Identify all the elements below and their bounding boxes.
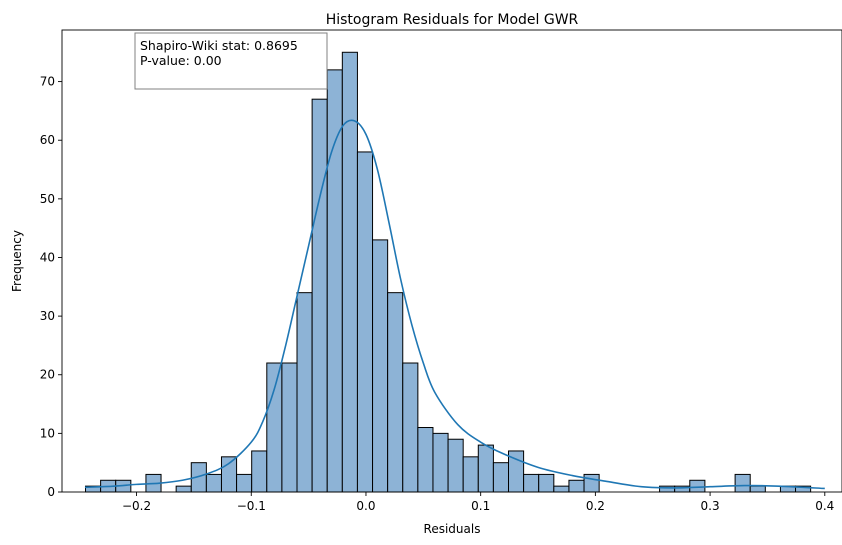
- plot-frame: [61, 29, 842, 493]
- x-tick-label: 0.2: [586, 499, 605, 513]
- y-tick-label: 0: [47, 485, 55, 499]
- y-tick-label: 70: [40, 75, 55, 89]
- histogram-bar: [462, 456, 479, 493]
- histogram-bar: [266, 362, 283, 493]
- histogram-bar: [281, 362, 298, 493]
- x-tick-label: −0.2: [122, 499, 151, 513]
- y-axis-ticks: 0 10 20 30 40 50 60 70: [40, 75, 62, 499]
- y-tick-label: 60: [40, 133, 55, 147]
- histogram-bar: [432, 432, 449, 493]
- y-axis-label: Frequency: [10, 230, 24, 292]
- histogram-bar: [417, 427, 434, 493]
- histogram-bar: [251, 450, 268, 493]
- histogram-bar: [326, 69, 343, 493]
- histogram-bar: [236, 473, 253, 493]
- histogram-bar: [477, 444, 494, 493]
- histogram-bar: [553, 485, 570, 493]
- histogram-bar: [447, 438, 464, 493]
- histogram-bar: [356, 151, 374, 493]
- histogram-bar: [341, 51, 358, 493]
- histogram-bar: [402, 362, 419, 493]
- bars-group: [85, 51, 812, 493]
- stats-line-pvalue: P-value: 0.00: [140, 53, 222, 68]
- histogram-bar: [734, 473, 751, 493]
- histogram-bar: [372, 239, 389, 493]
- histogram-bar: [205, 473, 222, 493]
- histogram-bar: [689, 479, 706, 493]
- histogram-bar: [568, 479, 585, 493]
- x-axis-ticks: −0.2 −0.1 0.0 0.1 0.2 0.3 0.4: [122, 492, 834, 513]
- y-tick-label: 30: [40, 309, 55, 323]
- y-tick-label: 50: [40, 192, 55, 206]
- y-tick-label: 10: [40, 426, 55, 440]
- x-tick-label: 0.1: [471, 499, 490, 513]
- y-tick-label: 20: [40, 368, 55, 382]
- x-tick-label: 0.0: [356, 499, 375, 513]
- stats-line-shapiro: Shapiro-Wiki stat: 0.8695: [140, 38, 298, 53]
- x-tick-label: −0.1: [237, 499, 266, 513]
- histogram-bar: [220, 456, 238, 493]
- histogram-bar: [296, 292, 313, 493]
- stats-box-frame: [134, 32, 328, 90]
- x-tick-label: 0.3: [701, 499, 720, 513]
- stats-box: Shapiro-Wiki stat: 0.8695 P-value: 0.00: [134, 32, 328, 90]
- histogram-bar: [175, 485, 192, 493]
- x-tick-label: 0.4: [815, 499, 834, 513]
- histogram-bar: [523, 473, 540, 493]
- histogram-bar: [583, 473, 600, 493]
- kde-curve: [84, 119, 825, 490]
- histogram-bar: [492, 462, 510, 493]
- histogram-bar: [311, 98, 328, 493]
- chart-title: Histogram Residuals for Model GWR: [326, 12, 579, 28]
- histogram-bar: [749, 485, 766, 493]
- y-tick-label: 40: [40, 250, 55, 264]
- histogram-bar: [387, 292, 404, 493]
- x-axis-label: Residuals: [424, 522, 481, 536]
- histogram-bar: [538, 473, 555, 493]
